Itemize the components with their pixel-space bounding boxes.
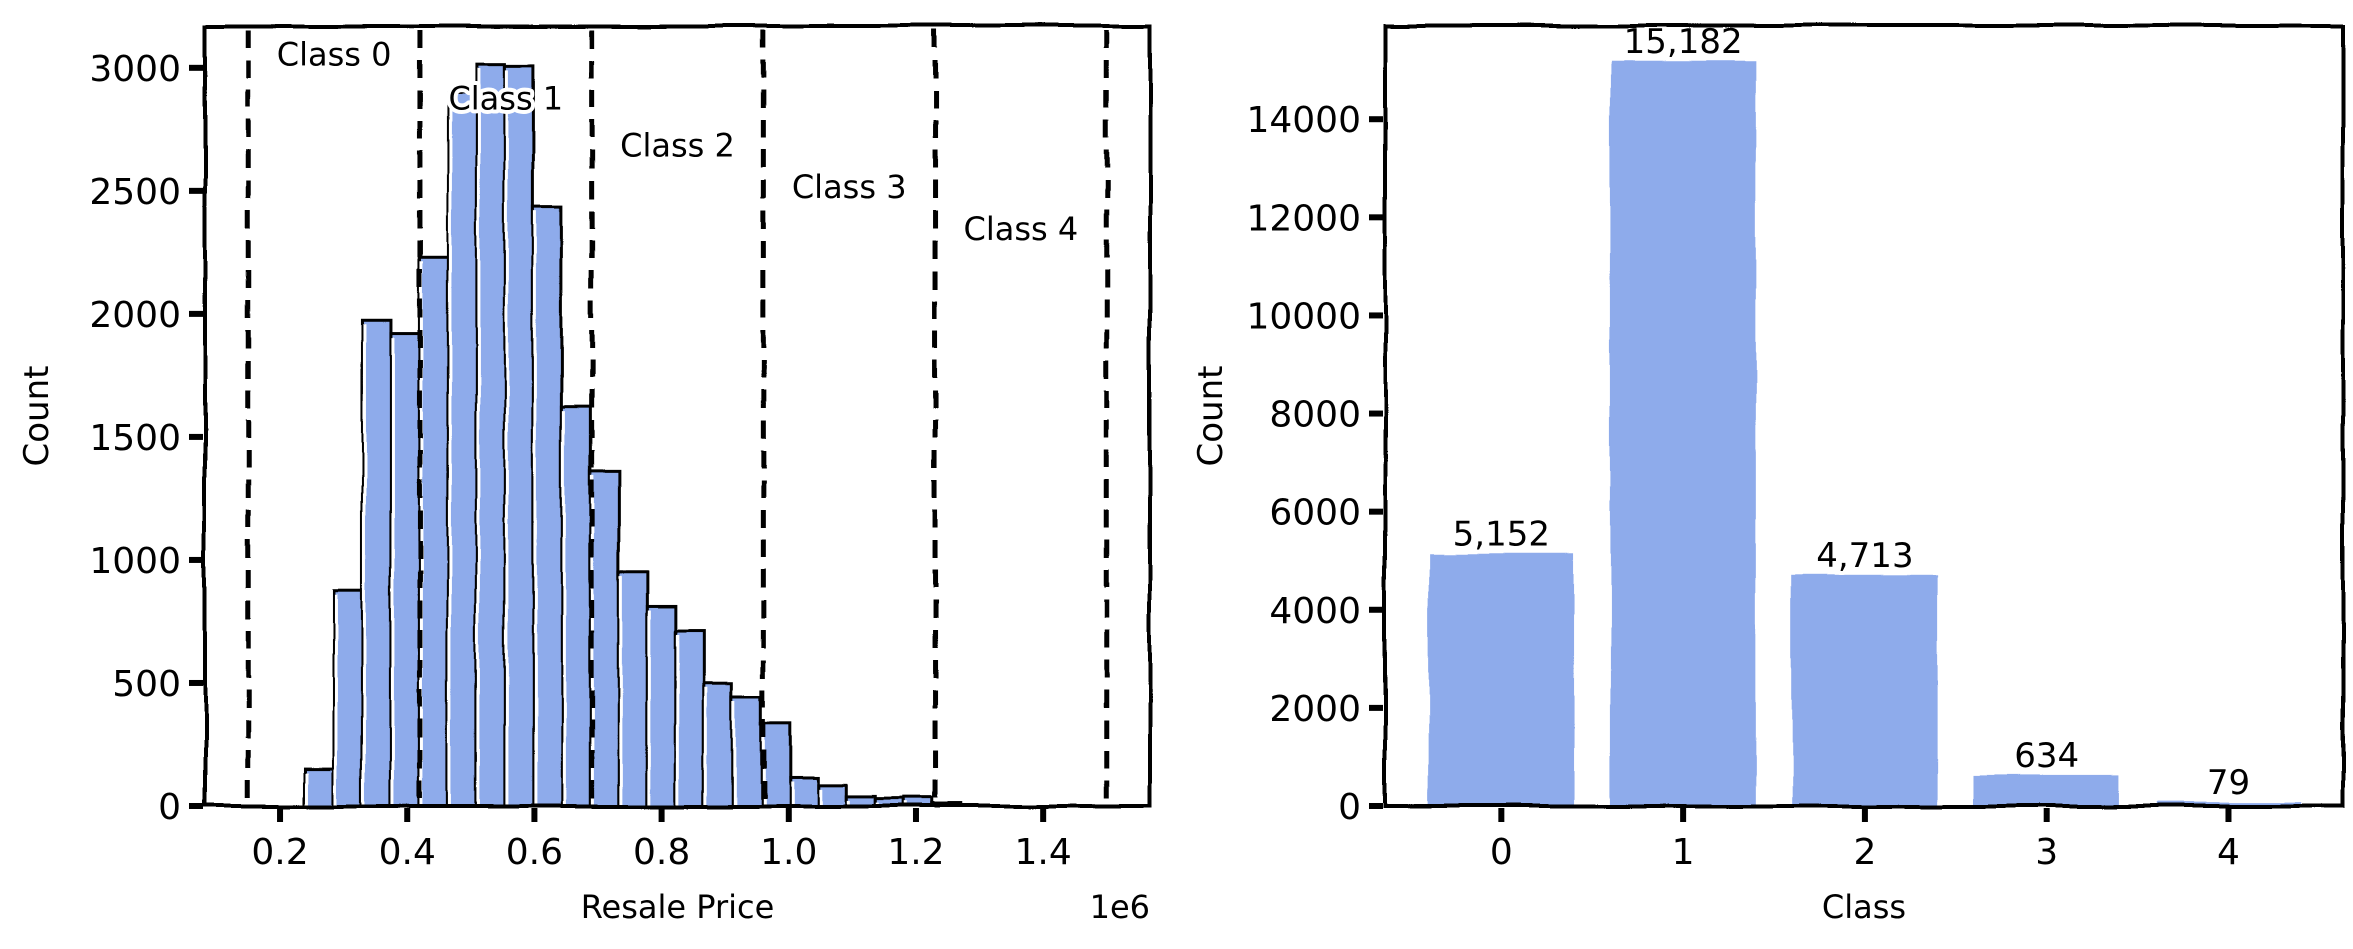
histogram-bar — [702, 682, 735, 808]
histogram-bar — [588, 469, 621, 808]
x-axis-label: Resale Price — [581, 888, 775, 926]
histogram-bar — [474, 62, 507, 808]
x-tick-label: 3 — [2035, 832, 2058, 873]
bar-value-label: 634 — [2014, 736, 2079, 776]
y-tick-label: 500 — [112, 664, 181, 705]
x-tick-label: 0.6 — [506, 832, 563, 873]
histogram-bar — [446, 90, 478, 808]
histogram-bar — [731, 695, 763, 808]
bar-value-label: 4,713 — [1816, 536, 1913, 576]
y-tick-label: 2500 — [89, 172, 181, 213]
x-tick-label: 1.4 — [1015, 832, 1072, 873]
x-axis-label: Class — [1822, 888, 1906, 926]
y-tick-label: 3000 — [89, 49, 181, 90]
y-tick-label: 14000 — [1246, 100, 1361, 141]
bar-value-label: 5,152 — [1453, 514, 1550, 554]
class-bar — [1610, 61, 1756, 806]
class-boundaries — [245, 30, 1110, 802]
y-tick-label: 0 — [1338, 787, 1361, 828]
histogram-bars — [303, 62, 963, 808]
class-bar — [1792, 574, 1938, 806]
histogram-bar — [389, 332, 421, 808]
y-tick-label: 6000 — [1269, 493, 1361, 534]
x-tick-label: 0 — [1490, 832, 1513, 873]
y-tick-label: 0 — [158, 787, 181, 828]
y-tick-label: 10000 — [1246, 296, 1361, 337]
bar-value-label: 79 — [2207, 763, 2250, 803]
histogram-bar — [759, 722, 792, 808]
bar-value-label: 15,182 — [1624, 22, 1743, 62]
class-bar — [1973, 774, 2120, 806]
histogram-bar — [674, 629, 706, 808]
x-offset-label: 1e6 — [1090, 888, 1150, 926]
histogram-chart: Class 0 Class 1 Class 2 Class 3 Class 4 0 500 1… — [17, 24, 1152, 926]
class-bar — [1428, 553, 1575, 806]
histogram-bar — [303, 767, 336, 808]
axes-frame — [203, 24, 1152, 808]
class-label: Class 0 — [277, 35, 392, 73]
class-label: Class 2 — [620, 126, 735, 164]
histogram-bar — [531, 205, 564, 808]
x-tick-label: 0.2 — [251, 832, 308, 873]
histogram-bar — [332, 589, 364, 808]
y-tick-label: 2000 — [1269, 689, 1361, 730]
x-tick-label: 2 — [1853, 832, 1876, 873]
x-tick-label: 4 — [2217, 832, 2240, 873]
histogram-bar — [645, 604, 678, 808]
y-tick-label: 8000 — [1269, 395, 1361, 436]
histogram-bar — [503, 63, 535, 808]
x-tick-label: 1.0 — [760, 832, 817, 873]
class-label: Class 3 — [792, 168, 907, 206]
histogram-bar — [360, 319, 393, 808]
y-tick-label: 1000 — [89, 541, 181, 582]
y-axis-label: Count — [1191, 366, 1231, 467]
y-tick-label: 2000 — [89, 295, 181, 336]
axes-frame — [1383, 24, 2345, 808]
histogram-bar — [417, 256, 450, 808]
class-bar-chart: 5,15215,1824,713634790200040006000800010… — [1191, 18, 2345, 926]
x-tick-label: 0.4 — [379, 832, 436, 873]
histogram-bar — [617, 570, 649, 808]
x-tick-label: 0.8 — [633, 832, 690, 873]
class-label: Class 1 — [448, 80, 563, 118]
y-axis-label: Count — [17, 366, 57, 467]
class-label: Class 4 — [964, 210, 1079, 248]
x-tick-label: 1 — [1672, 832, 1695, 873]
histogram-bar — [788, 775, 820, 808]
histogram-bar — [816, 783, 849, 808]
class-bars — [1428, 61, 2302, 806]
histogram-bar — [560, 405, 592, 808]
y-tick-label: 1500 — [89, 418, 181, 459]
x-tick-label: 1.2 — [887, 832, 944, 873]
y-tick-label: 12000 — [1246, 198, 1361, 239]
y-tick-label: 4000 — [1269, 591, 1361, 632]
